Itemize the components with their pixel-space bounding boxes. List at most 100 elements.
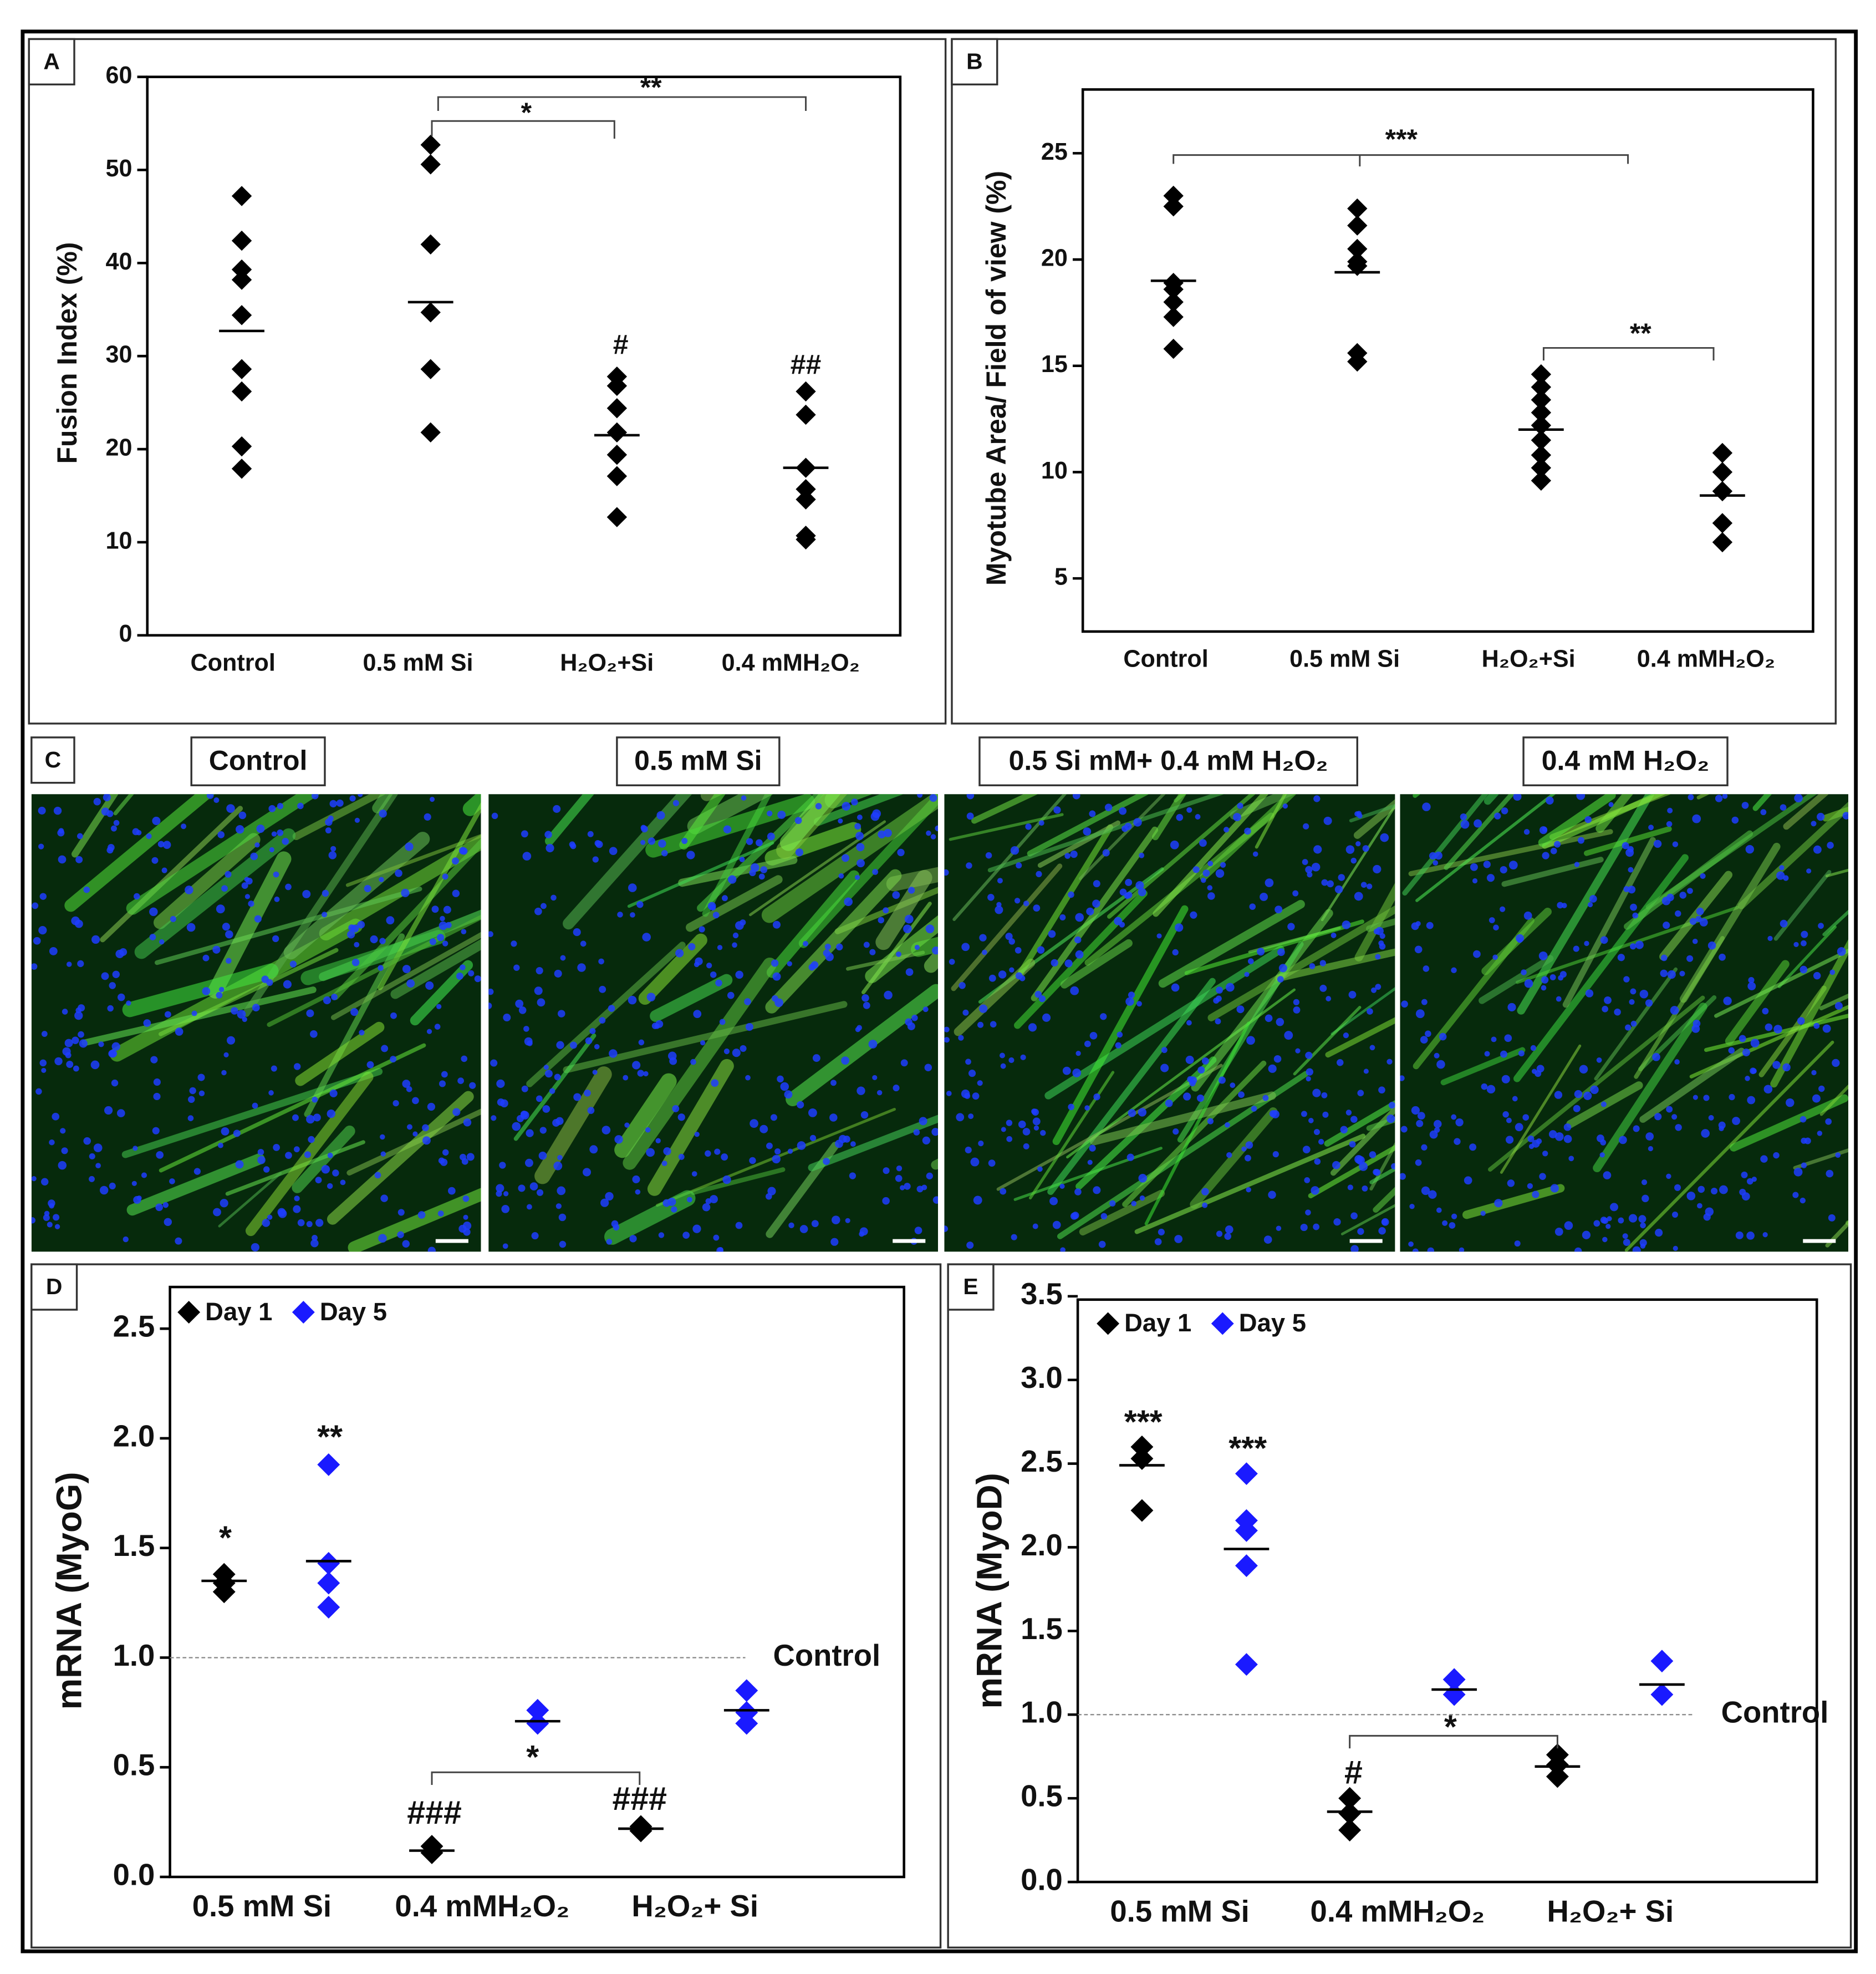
nucleus — [1332, 1161, 1340, 1169]
y-tick-label: 1.5 — [1021, 1612, 1063, 1646]
nucleus — [1813, 971, 1821, 980]
nucleus — [327, 1183, 333, 1189]
myotube — [1325, 1017, 1395, 1058]
nucleus — [1422, 802, 1431, 811]
nucleus — [226, 958, 232, 964]
nucleus — [1172, 1128, 1179, 1135]
nucleus — [614, 1135, 623, 1144]
nucleus — [1654, 1113, 1662, 1121]
nucleus — [1582, 1230, 1591, 1239]
nucleus — [1014, 898, 1021, 904]
legend-label: Day 5 — [1239, 1309, 1306, 1337]
nucleus — [1666, 1173, 1671, 1179]
nucleus — [712, 912, 720, 919]
nucleus — [452, 857, 459, 865]
nucleus — [756, 839, 763, 847]
myotube — [207, 851, 292, 999]
nucleus — [1008, 938, 1015, 945]
nucleus — [252, 1004, 260, 1012]
nucleus — [1125, 878, 1133, 886]
myotube — [1825, 1220, 1849, 1248]
nucleus — [857, 1025, 862, 1031]
nucleus — [787, 961, 792, 966]
nucleus — [1806, 868, 1812, 874]
nucleus — [630, 912, 635, 918]
panel-label-box — [30, 736, 75, 784]
nucleus — [132, 1146, 138, 1151]
data-point — [1531, 389, 1552, 410]
nucleus — [366, 1061, 374, 1069]
nucleus — [1561, 903, 1567, 908]
nucleus — [1417, 1112, 1425, 1120]
nucleus — [98, 1041, 104, 1047]
nucleus — [1370, 987, 1377, 993]
nucleus — [1554, 841, 1561, 848]
nucleus — [929, 794, 937, 802]
nucleus — [186, 923, 196, 932]
nucleus — [1723, 996, 1732, 1005]
nucleus — [1817, 1131, 1823, 1136]
annotation: # — [1344, 1754, 1363, 1790]
nucleus — [740, 1045, 747, 1052]
nucleus — [907, 1022, 915, 1030]
nucleus — [463, 1214, 468, 1220]
nucleus — [321, 1164, 330, 1174]
nucleus — [534, 986, 543, 995]
nucleus — [442, 873, 448, 880]
nucleus — [1493, 924, 1499, 931]
nucleus — [1605, 1224, 1611, 1229]
nucleus — [1379, 933, 1385, 939]
nucleus — [1092, 899, 1100, 908]
myotube — [327, 1091, 474, 1225]
nucleus — [1762, 1008, 1769, 1015]
myotube — [563, 1001, 848, 1074]
nucleus — [521, 1111, 529, 1120]
nucleus — [136, 1195, 142, 1201]
nucleus — [1125, 892, 1133, 899]
myotube — [100, 806, 243, 943]
nucleus — [397, 1209, 405, 1216]
nucleus — [397, 1231, 404, 1238]
nucleus — [244, 894, 251, 899]
nucleus — [395, 869, 402, 877]
nucleus — [1750, 1039, 1760, 1048]
nucleus — [681, 838, 688, 844]
nucleus — [1040, 1130, 1046, 1136]
nucleus — [570, 843, 577, 849]
y-tick-label: 1.5 — [113, 1529, 155, 1563]
nucleus — [499, 1162, 506, 1169]
nucleus — [370, 935, 378, 944]
nucleus — [926, 1172, 933, 1179]
myotube — [685, 875, 783, 932]
nucleus — [767, 810, 773, 817]
y-tick-label: 20 — [1041, 245, 1068, 271]
nucleus — [1470, 863, 1478, 871]
nucleus — [463, 1118, 472, 1127]
nucleus — [872, 868, 879, 875]
nucleus — [1037, 946, 1045, 954]
nucleus — [691, 1171, 697, 1177]
nucleus — [1375, 954, 1381, 960]
nucleus — [231, 1007, 238, 1015]
nucleus — [277, 803, 284, 810]
nucleus — [511, 940, 517, 947]
nucleus — [661, 849, 668, 857]
nucleus — [1554, 1091, 1563, 1099]
nucleus — [554, 1074, 561, 1081]
nucleus — [221, 1127, 230, 1136]
nucleus — [193, 1168, 201, 1175]
myotube — [1330, 987, 1395, 1036]
y-tick-label: 40 — [105, 248, 132, 275]
nucleus — [429, 938, 436, 945]
nucleus — [439, 921, 447, 930]
nucleus — [150, 1056, 158, 1064]
nucleus — [1300, 1223, 1308, 1232]
nucleus — [1292, 890, 1299, 897]
nucleus — [1246, 1036, 1255, 1045]
nucleus — [198, 1090, 205, 1097]
nucleus — [162, 1202, 169, 1208]
nucleus — [851, 798, 858, 806]
nucleus — [71, 916, 80, 925]
x-tick-label: 0.4 mMH₂O₂ — [1637, 646, 1775, 673]
nucleus — [325, 827, 332, 834]
